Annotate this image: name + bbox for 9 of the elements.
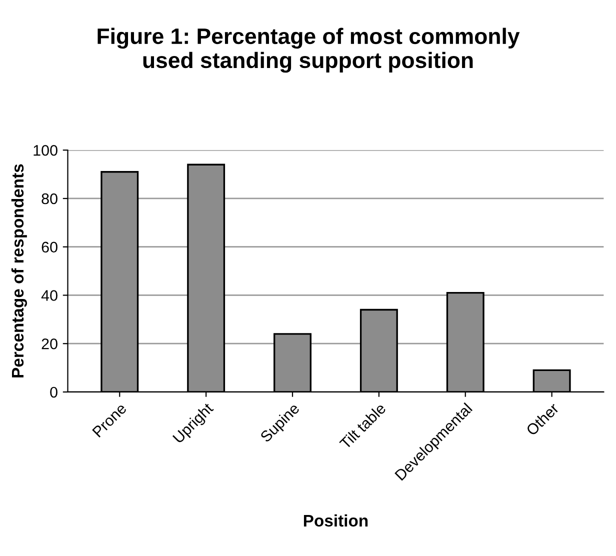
y-tick-label: 0 bbox=[50, 386, 58, 398]
y-tick-label: 100 bbox=[34, 144, 58, 156]
chart-title: Figure 1: Percentage of most commonly used standing support position bbox=[98, 28, 520, 73]
x-axis-title: Position bbox=[304, 514, 368, 527]
y-tick-label: 80 bbox=[42, 193, 58, 204]
y-axis-title: Percentage of respondents bbox=[11, 164, 27, 378]
y-tick-label: 60 bbox=[42, 242, 58, 253]
y-tick-label: 20 bbox=[42, 338, 58, 350]
y-tick-label: 40 bbox=[41, 290, 58, 301]
